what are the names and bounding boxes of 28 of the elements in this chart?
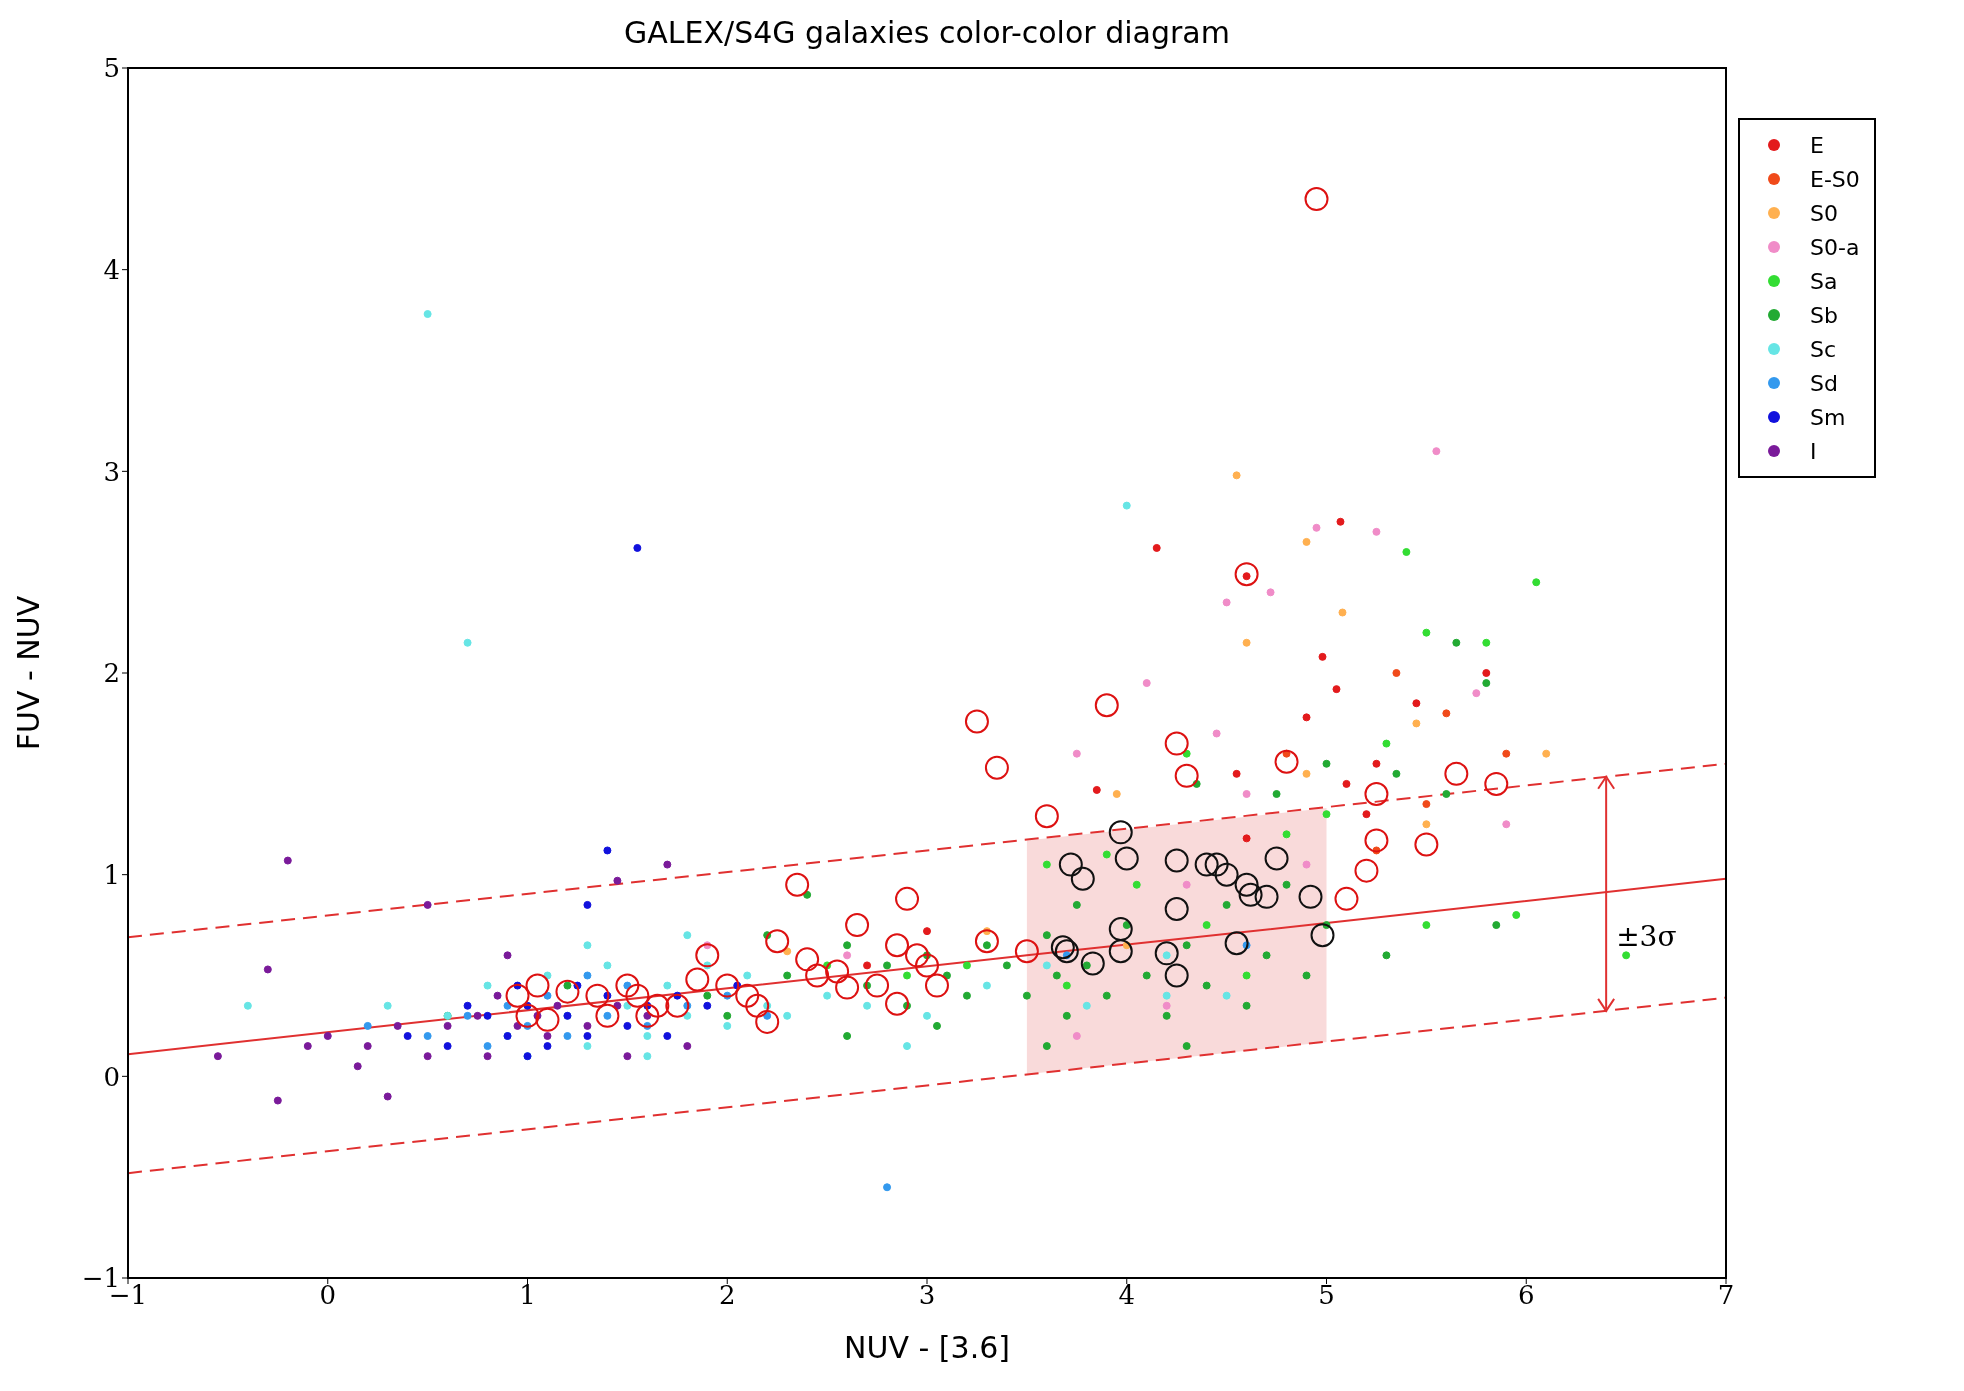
- x-tick-label: 0: [319, 1280, 337, 1311]
- y-tick-label: 5: [103, 53, 120, 84]
- y-tick-label: 1: [103, 859, 120, 890]
- legend-label: Sb: [1810, 302, 1838, 328]
- legend-label: E: [1810, 132, 1824, 158]
- legend-label: Sa: [1810, 268, 1838, 294]
- annotation: ±3σ: [1616, 920, 1677, 954]
- x-tick-label: 2: [718, 1280, 736, 1311]
- legend-label: Sd: [1810, 370, 1838, 396]
- x-tick-label: 7: [1717, 1280, 1735, 1311]
- chart-title: GALEX/S4G galaxies color-color diagram: [624, 15, 1230, 50]
- y-tick-label: 0: [103, 1061, 120, 1092]
- legend-label: S0-a: [1810, 234, 1860, 260]
- legend-label: Sc: [1810, 336, 1837, 362]
- x-tick-label: 3: [918, 1280, 936, 1311]
- x-tick-label: 5: [1318, 1280, 1335, 1311]
- legend-label: S0: [1810, 200, 1838, 226]
- x-tick-label: 4: [1118, 1280, 1136, 1311]
- y-tick-label: 2: [103, 658, 120, 689]
- x-tick-label: 1: [519, 1280, 536, 1311]
- legend-label: Sm: [1810, 404, 1846, 430]
- y-tick-label: 3: [103, 456, 120, 487]
- legend-label: I: [1810, 438, 1817, 464]
- legend-label: E-S0: [1810, 166, 1860, 192]
- x-tick-label: 6: [1517, 1280, 1535, 1311]
- x-axis-title: NUV - [3.6]: [844, 1330, 1010, 1365]
- y-axis-title: FUV - NUV: [10, 595, 46, 751]
- y-tick-label: 4: [103, 254, 120, 285]
